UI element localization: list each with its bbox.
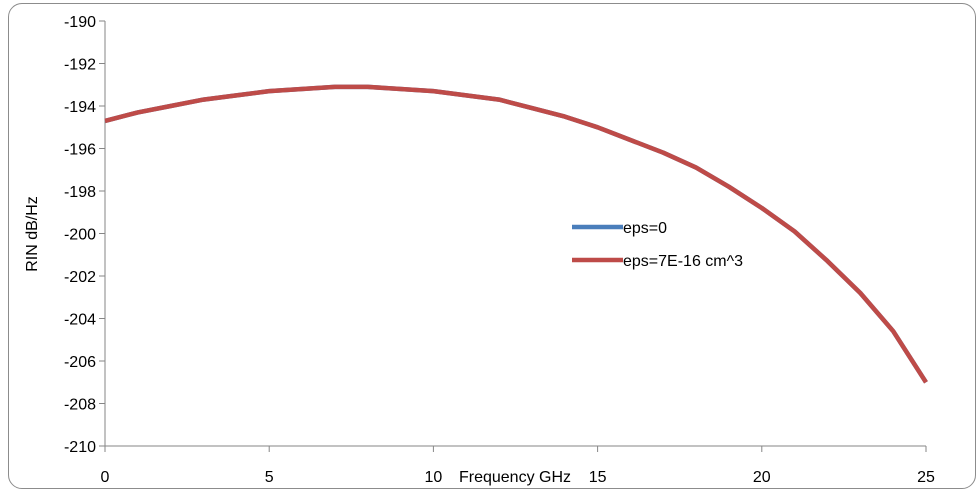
y-tick-label: -202: [64, 269, 96, 286]
chart-frame: [8, 3, 976, 489]
y-tick-label: -208: [64, 397, 96, 414]
series-line-2: [104, 84, 928, 384]
x-tick-label: 20: [753, 469, 771, 486]
y-tick-label: -190: [64, 14, 96, 31]
x-tick-label: 10: [425, 469, 443, 486]
y-tick-label: -198: [64, 184, 96, 201]
series-line-1: [104, 84, 928, 384]
x-tick-label: 15: [589, 469, 607, 486]
axes: [99, 20, 927, 452]
x-tick-label: 25: [917, 469, 935, 486]
series-lines: [104, 84, 928, 384]
y-tick-label: -200: [64, 227, 96, 244]
tick-labels: -210 -208 -206 -204 -202 -200 -198 -196 -194 -192…: [64, 14, 935, 486]
y-tick-label: -210: [64, 439, 96, 456]
y-tick-label: -204: [64, 312, 96, 329]
legend-label: eps=0: [623, 220, 667, 237]
y-axis-label: RIN dB/Hz: [24, 196, 41, 272]
y-tick-label: -206: [64, 354, 96, 371]
legend-label: eps=7E-16 cm^3: [623, 253, 743, 270]
y-tick-label: -194: [64, 99, 96, 116]
y-tick-label: -192: [64, 57, 96, 74]
x-tick-label: 5: [265, 469, 274, 486]
x-axis-label: Frequency GHz: [459, 469, 571, 486]
y-tick-label: -196: [64, 142, 96, 159]
x-tick-label: 0: [101, 469, 110, 486]
legend: eps=0 eps=7E-16 cm^3: [572, 220, 743, 270]
